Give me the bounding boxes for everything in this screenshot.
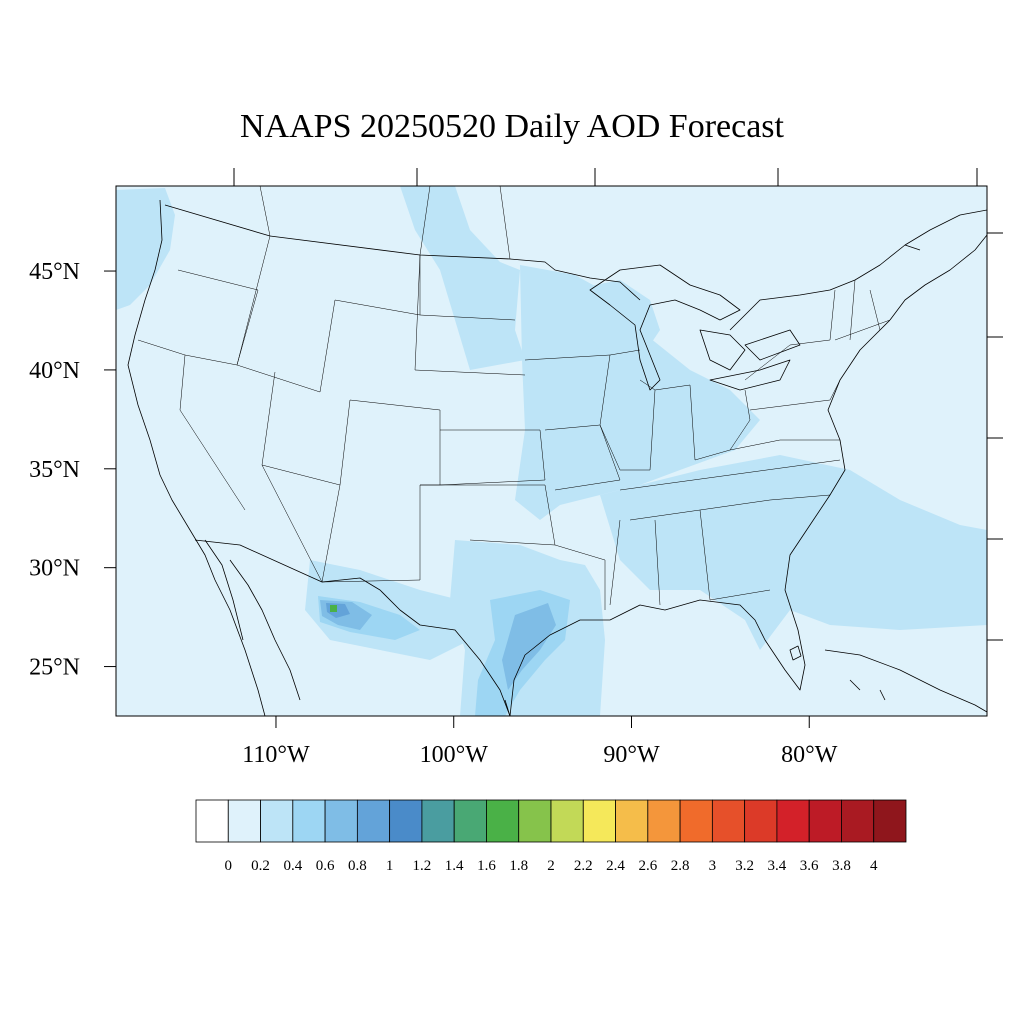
cuba-coast (824, 649, 987, 713)
colorbar-label: 0 (225, 858, 233, 874)
east-texas-inner (502, 603, 556, 690)
colorbar-swatch (421, 799, 455, 843)
lon-label: 110°W (242, 742, 310, 768)
sonora-peak (330, 605, 337, 612)
colorbar-label: 0.6 (316, 858, 335, 874)
baja-peninsula-coast (204, 539, 244, 641)
lat-label: 35°N (29, 457, 80, 483)
colorbar-label: 3.4 (768, 858, 787, 874)
map-panel (116, 186, 987, 716)
colorbar-label: 1 (386, 858, 394, 874)
colorbar-label: 2.6 (638, 858, 657, 874)
colorbar-swatch (486, 799, 520, 843)
colorbar-label: 1.2 (413, 858, 432, 874)
colorbar-swatch (679, 799, 713, 843)
colorbar-swatch (195, 799, 229, 843)
mexico-plateau-plume (305, 560, 470, 660)
lon-label: 80°W (781, 742, 838, 768)
aod-colorbar-labels: 0 0.2 0.4 0.6 0.8 1 1.2 1.4 1.6 1.8 2 2.2 2.4 2.6 2.8 3… (225, 858, 878, 874)
colorbar-label: 1.4 (445, 858, 464, 874)
political-boundaries (127, 186, 987, 716)
colorbar-label: 0.2 (251, 858, 270, 874)
northern-plains-band (400, 186, 525, 370)
colorbar-swatch (808, 799, 842, 843)
longitude-labels: 110°W 100°W 90°W 80°W (242, 742, 837, 768)
colorbar-swatch (356, 799, 391, 843)
colorbar-label: 3.8 (832, 858, 851, 874)
lat-label: 30°N (29, 556, 80, 582)
colorbar-swatch (841, 799, 875, 843)
canada-provinces (259, 186, 511, 260)
great-lakes (589, 264, 801, 391)
colorbar-swatch (324, 799, 358, 843)
colorbar-label: 3 (709, 858, 717, 874)
florida-lake (789, 645, 802, 661)
colorbar-label: 3.2 (735, 858, 754, 874)
lat-label: 25°N (29, 655, 80, 681)
map-frame (115, 185, 988, 717)
colorbar-swatch (776, 799, 810, 843)
us-canada-border (164, 204, 921, 331)
lat-label: 45°N (29, 259, 80, 285)
midwest-plume (515, 265, 760, 520)
colorbar-label: 2 (547, 858, 555, 874)
state-lines (137, 235, 891, 610)
colorbar-swatch (615, 799, 649, 843)
colorbar-label: 1.8 (509, 858, 528, 874)
colorbar-swatch (260, 799, 294, 843)
colorbar-label: 2.8 (671, 858, 690, 874)
colorbar-swatch (647, 799, 681, 843)
colorbar-swatch (227, 799, 261, 843)
pacific-coast (127, 199, 266, 716)
colorbar-swatch (711, 799, 746, 843)
gulf-of-california-coast (229, 559, 301, 701)
colorbar-swatch (518, 799, 552, 843)
colorbar-swatch (744, 799, 778, 843)
gulf-coast (509, 319, 891, 716)
map-title: NAAPS 20250520 Daily AOD Forecast (240, 108, 784, 145)
colorbar-label: 2.4 (606, 858, 625, 874)
aod-colorbar (195, 799, 907, 843)
colorbar-label: 1.6 (477, 858, 496, 874)
lon-label: 90°W (603, 742, 660, 768)
axis-ticks (104, 168, 1003, 728)
colorbar-label: 0.8 (348, 858, 367, 874)
lon-label: 100°W (420, 742, 489, 768)
colorbar-swatch (453, 799, 487, 843)
us-mexico-border (194, 539, 511, 716)
northeast-coast (889, 209, 987, 321)
colorbar-swatch (582, 799, 616, 843)
colorbar-label: 3.6 (800, 858, 819, 874)
colorbar-label: 0.4 (283, 858, 302, 874)
colorbar-swatch (389, 799, 423, 843)
bahamas (849, 679, 886, 701)
latitude-labels: 45°N 40°N 35°N 30°N 25°N (29, 259, 80, 681)
colorbar-label: 4 (870, 858, 878, 874)
colorbar-swatch (873, 799, 907, 843)
colorbar-swatch (550, 799, 584, 843)
colorbar-swatch (292, 799, 326, 843)
colorbar-label: 2.2 (574, 858, 593, 874)
southeast-atlantic-plume (600, 455, 987, 650)
lat-label: 40°N (29, 358, 80, 384)
west-coast-plume (116, 188, 175, 310)
mexico-gulf-coast (504, 699, 511, 716)
